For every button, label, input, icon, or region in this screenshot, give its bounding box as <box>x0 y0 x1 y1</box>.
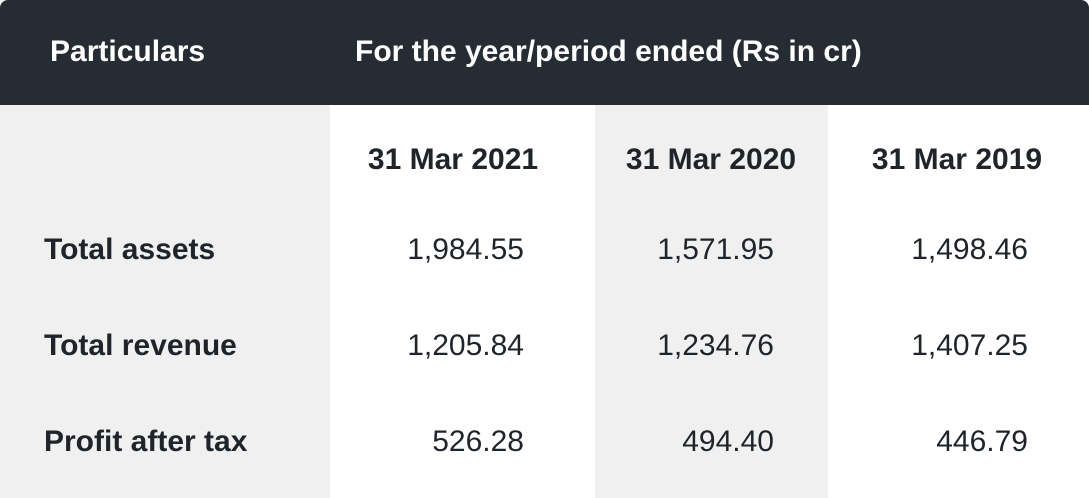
cell-value: 1,407.25 <box>911 329 1028 362</box>
cell-value: 1,571.95 <box>657 233 774 266</box>
header-bar <box>0 0 1089 105</box>
cell-value: 1,498.46 <box>911 233 1028 266</box>
cell-value: 494.40 <box>682 425 774 458</box>
row-label: Total assets <box>44 233 216 266</box>
column-header: 31 Mar 2019 <box>871 143 1043 176</box>
column-header: 31 Mar 2021 <box>367 143 539 176</box>
cell-value: 526.28 <box>432 425 524 458</box>
cell-value: 1,205.84 <box>407 329 524 362</box>
cell-value: 1,234.76 <box>657 329 774 362</box>
header-cell: For the year/period ended (Rs in cr) <box>355 35 862 68</box>
column-header: 31 Mar 2020 <box>625 143 797 176</box>
row-label: Profit after tax <box>44 425 248 458</box>
header-cell: Particulars <box>50 35 206 68</box>
cell-value: 1,984.55 <box>407 233 524 266</box>
row-label: Total revenue <box>44 329 237 362</box>
cell-value: 446.79 <box>936 425 1028 458</box>
